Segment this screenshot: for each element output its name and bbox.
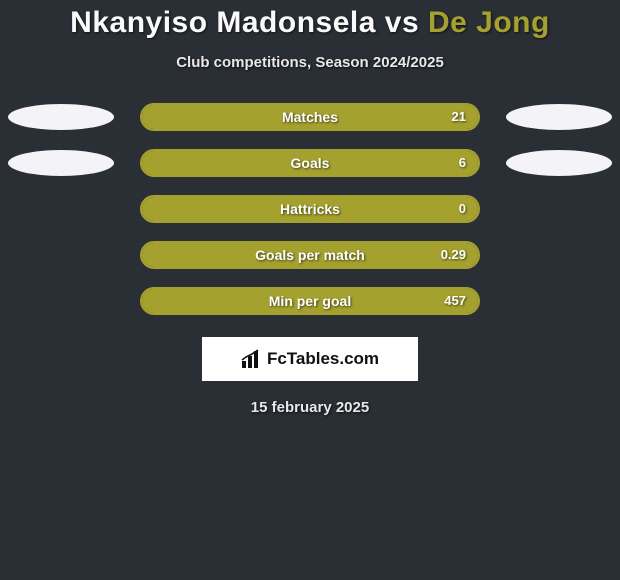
stat-row: Hattricks0 [0,195,620,223]
stat-bar: Min per goal457 [140,287,480,315]
stat-value: 21 [452,105,466,129]
stat-bar: Matches21 [140,103,480,131]
stat-label: Hattricks [142,197,478,221]
logo[interactable]: FcTables.com [241,349,379,369]
player1-ellipse [8,150,114,176]
logo-text: FcTables.com [267,349,379,369]
stat-bar: Goals6 [140,149,480,177]
date-text: 15 february 2025 [0,399,620,416]
vs-text: vs [385,6,419,39]
stat-value: 0 [459,197,466,221]
subtitle: Club competitions, Season 2024/2025 [0,54,620,71]
stat-row: Matches21 [0,103,620,131]
stat-row: Goals6 [0,149,620,177]
player1-ellipse [8,104,114,130]
stat-label: Matches [142,105,478,129]
chart-icon [241,349,263,369]
page-title: Nkanyiso Madonsela vs De Jong [0,0,620,40]
stat-row: Goals per match0.29 [0,241,620,269]
stat-value: 457 [444,289,466,313]
logo-box: FcTables.com [202,337,418,381]
stat-value: 6 [459,151,466,175]
stat-bar: Hattricks0 [140,195,480,223]
stat-label: Min per goal [142,289,478,313]
player2-name: De Jong [428,6,550,39]
stat-value: 0.29 [441,243,466,267]
stat-label: Goals [142,151,478,175]
player2-ellipse [506,150,612,176]
player1-name: Nkanyiso Madonsela [70,6,376,39]
stat-label: Goals per match [142,243,478,267]
stat-bar: Goals per match0.29 [140,241,480,269]
stat-row: Min per goal457 [0,287,620,315]
player2-ellipse [506,104,612,130]
stats-container: Matches21 Goals6 Hattricks0 Goals per match… [0,103,620,315]
